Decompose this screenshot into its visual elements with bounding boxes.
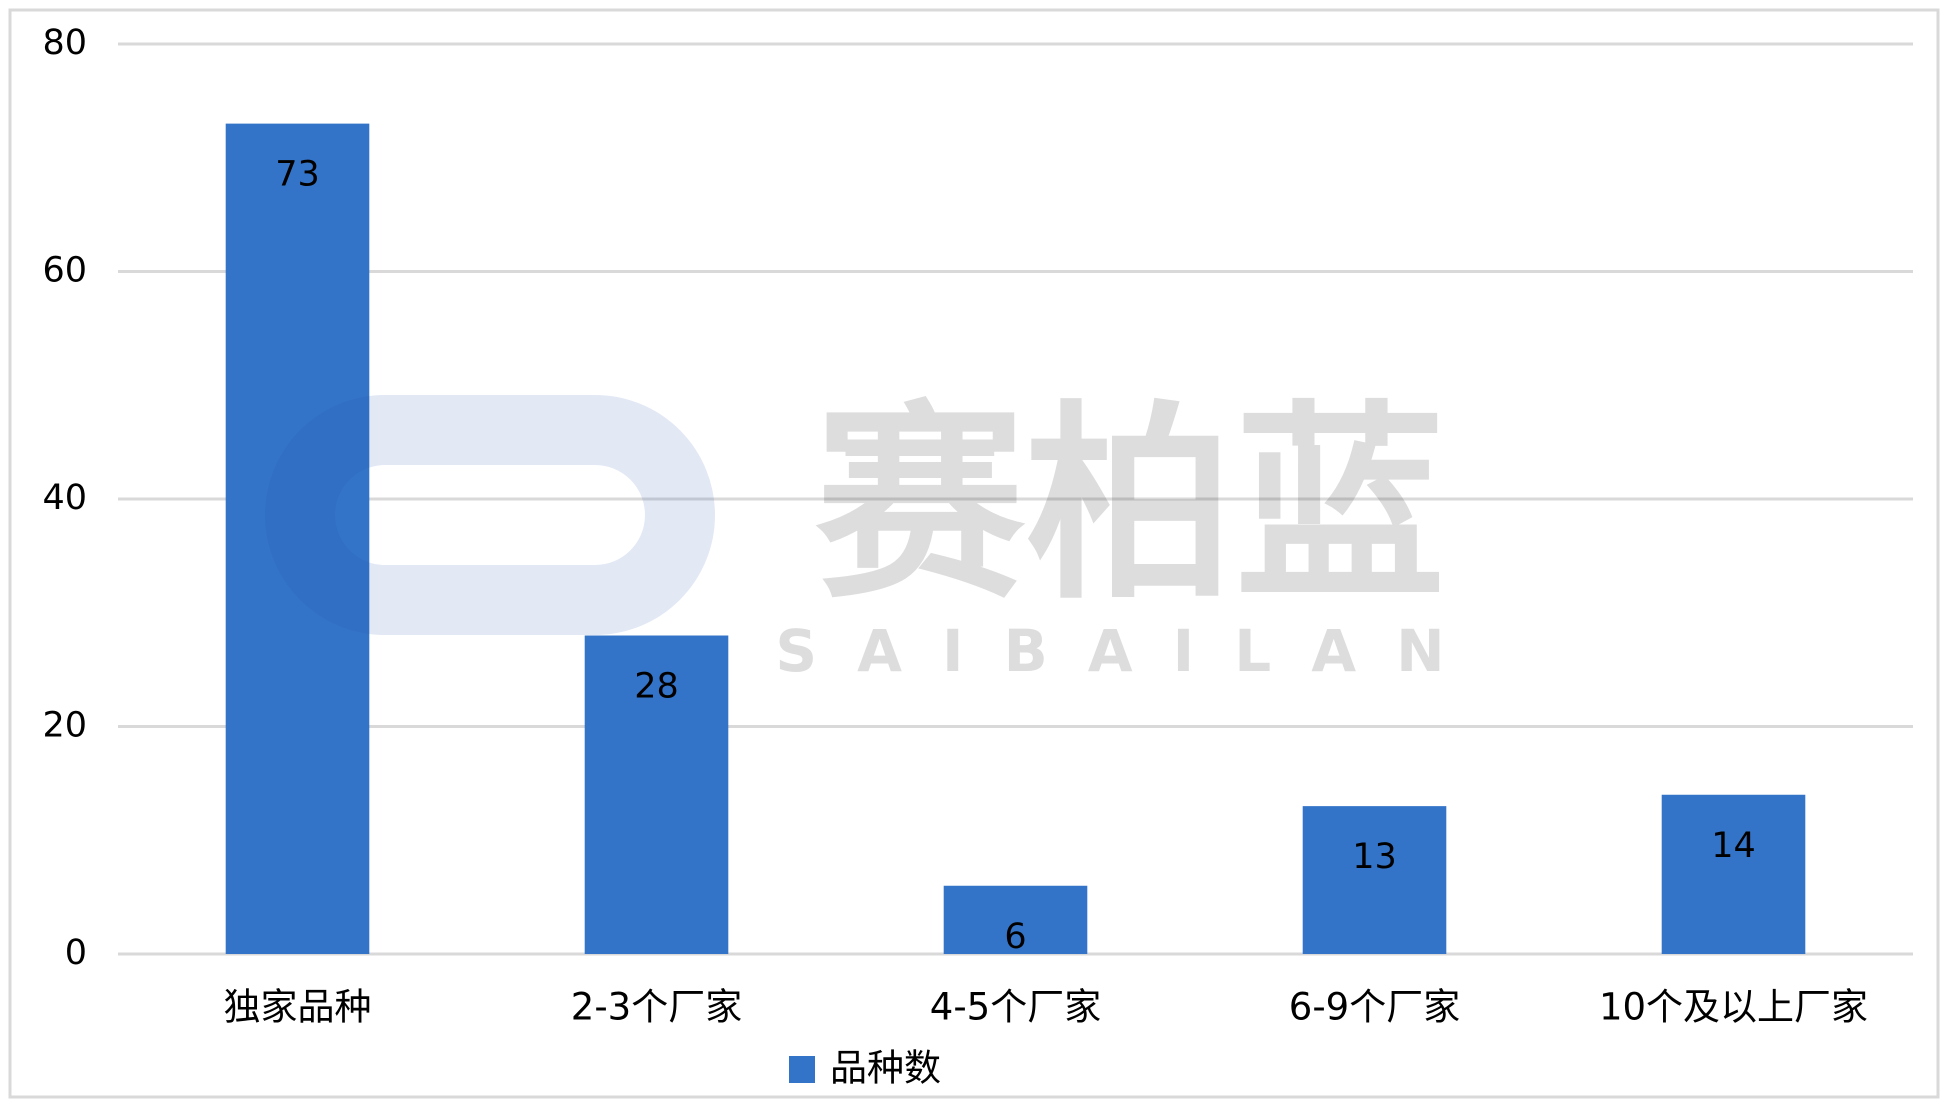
watermark: 赛柏蓝 SAIBAILAN xyxy=(265,383,1484,685)
data-label: 6 xyxy=(1004,917,1026,957)
bar xyxy=(943,885,1088,954)
bar xyxy=(1302,806,1447,954)
watermark-text: 赛柏蓝 xyxy=(815,383,1445,628)
y-tick-label: 80 xyxy=(42,23,87,63)
x-tick-label: 6-9个厂家 xyxy=(1289,986,1460,1029)
bar xyxy=(1661,794,1806,954)
watermark-subtext: SAIBAILAN xyxy=(775,617,1484,685)
y-tick-label: 20 xyxy=(42,706,87,746)
watermark-logo xyxy=(265,395,715,635)
bar xyxy=(584,635,729,954)
bar xyxy=(225,123,370,954)
data-label: 14 xyxy=(1711,826,1756,866)
x-tick-label: 10个及以上厂家 xyxy=(1599,986,1868,1029)
legend-label: 品种数 xyxy=(830,1047,941,1090)
y-tick-label: 0 xyxy=(65,933,87,973)
x-tick-label: 2-3个厂家 xyxy=(571,986,742,1029)
y-tick-label: 40 xyxy=(42,478,87,518)
data-label: 28 xyxy=(634,667,679,707)
data-label: 73 xyxy=(275,155,320,195)
legend-swatch xyxy=(789,1056,815,1083)
x-tick-label: 独家品种 xyxy=(224,986,372,1029)
plot-area: 0 20 40 60 80 独家品种 2-3个厂家 4-5个厂家 6-9个厂家 10个及以上厂家 7… xyxy=(42,23,1913,1029)
y-tick-label: 60 xyxy=(42,251,87,291)
data-label: 13 xyxy=(1352,837,1397,877)
x-tick-label: 4-5个厂家 xyxy=(930,986,1101,1029)
